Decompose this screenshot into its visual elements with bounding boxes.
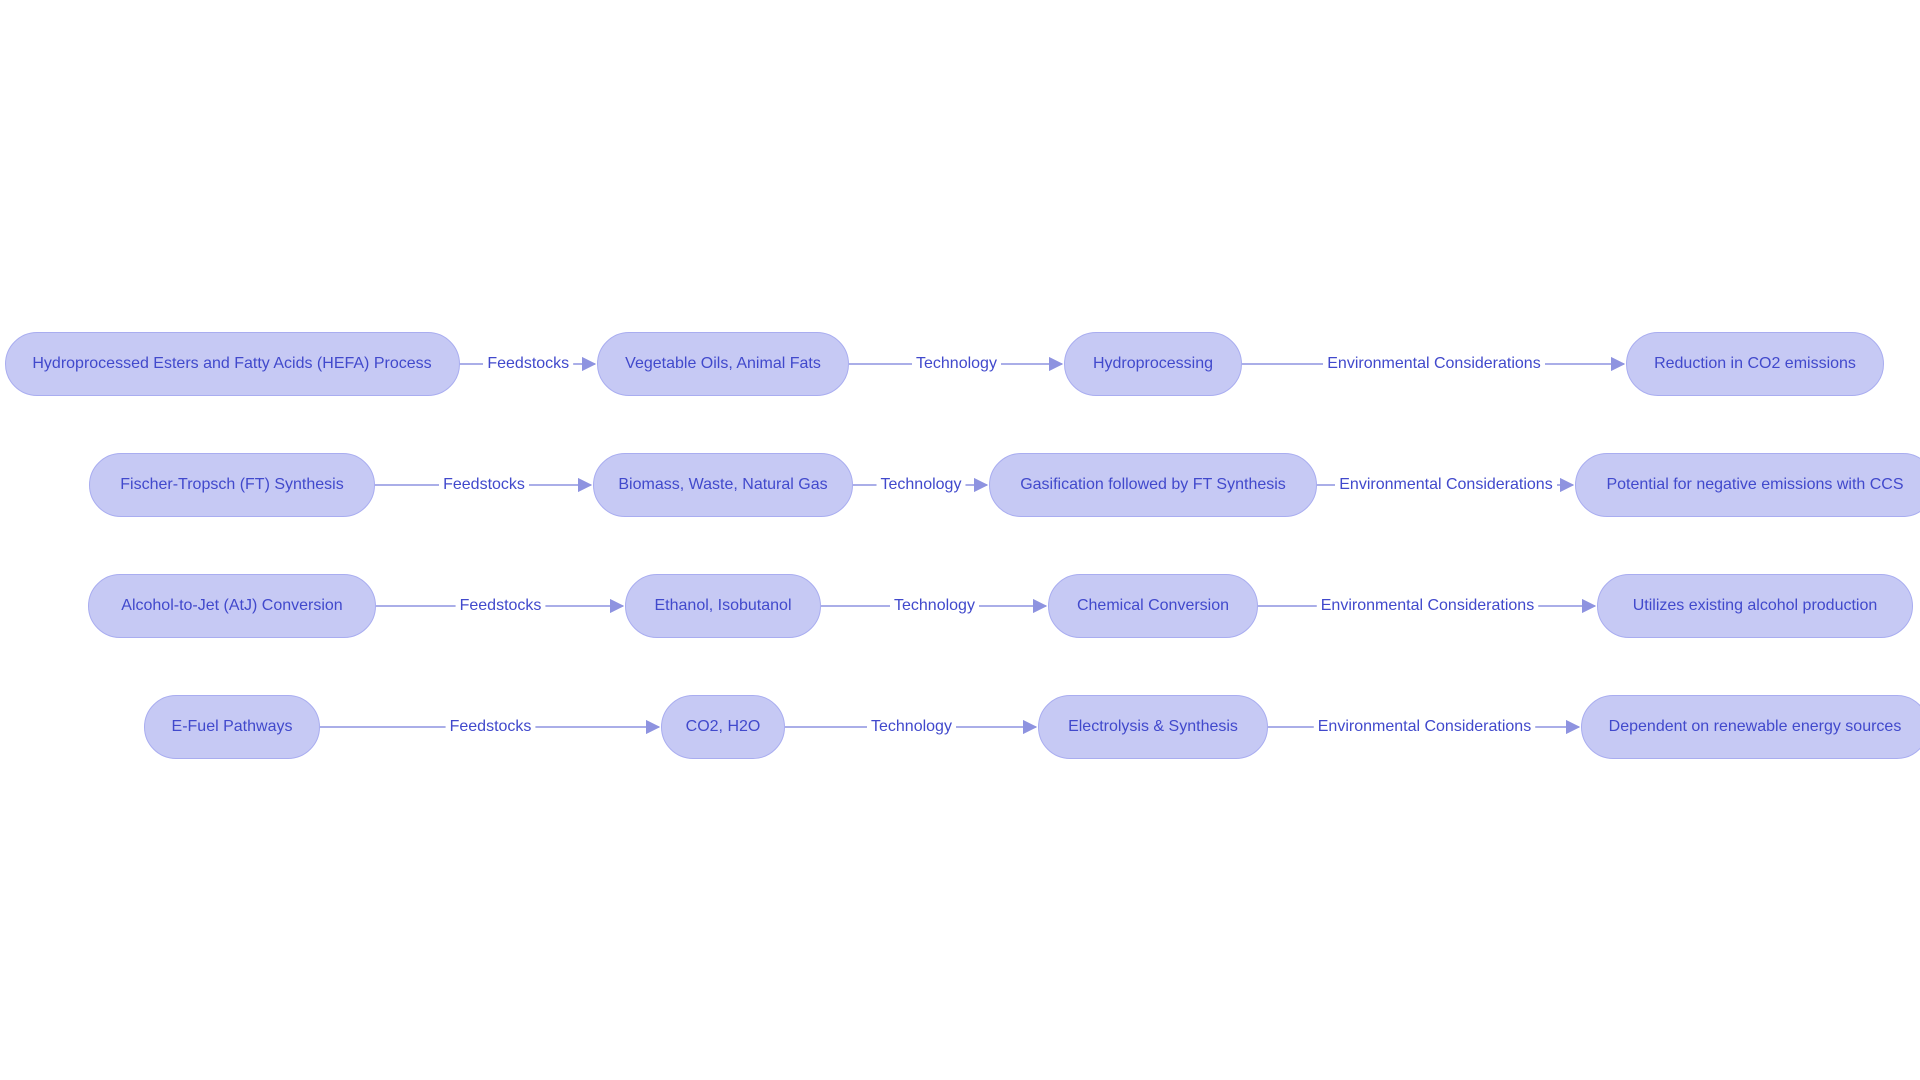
edge-label-text: Feedstocks	[443, 476, 525, 494]
flow-node: Dependent on renewable energy sources	[1581, 695, 1920, 759]
flow-node: CO2, H2O	[661, 695, 785, 759]
edge-label: Feedstocks	[483, 348, 573, 380]
flow-node-label: Hydroprocessing	[1093, 355, 1213, 373]
edge-label: Environmental Considerations	[1335, 469, 1556, 501]
flow-node: Biomass, Waste, Natural Gas	[593, 453, 853, 517]
edge-label-text: Feedstocks	[460, 597, 542, 615]
flow-node-label: Electrolysis & Synthesis	[1068, 718, 1238, 736]
flow-node: Potential for negative emissions with CC…	[1575, 453, 1920, 517]
flow-node-label: Chemical Conversion	[1077, 597, 1229, 615]
edge-label: Feedstocks	[446, 711, 536, 743]
edge-label: Environmental Considerations	[1314, 711, 1535, 743]
diagram-canvas: Hydroprocessed Esters and Fatty Acids (H…	[0, 0, 1920, 1080]
flow-node: Fischer-Tropsch (FT) Synthesis	[89, 453, 375, 517]
flow-node-label: Hydroprocessed Esters and Fatty Acids (H…	[32, 355, 431, 373]
flow-node-label: Vegetable Oils, Animal Fats	[625, 355, 821, 373]
flow-node: Hydroprocessed Esters and Fatty Acids (H…	[5, 332, 460, 396]
flow-node-label: Gasification followed by FT Synthesis	[1020, 476, 1286, 494]
edge-label-text: Environmental Considerations	[1327, 355, 1540, 373]
edge-label: Feedstocks	[439, 469, 529, 501]
edge-label: Technology	[890, 590, 979, 622]
flow-node-label: CO2, H2O	[686, 718, 761, 736]
edge-label-text: Technology	[894, 597, 975, 615]
edge-label: Technology	[867, 711, 956, 743]
edge-label-text: Feedstocks	[487, 355, 569, 373]
flow-node: Hydroprocessing	[1064, 332, 1242, 396]
edge-label: Technology	[877, 469, 966, 501]
edge-label-text: Environmental Considerations	[1318, 718, 1531, 736]
flow-node-label: Utilizes existing alcohol production	[1633, 597, 1878, 615]
flow-node: Ethanol, Isobutanol	[625, 574, 821, 638]
flow-node: Chemical Conversion	[1048, 574, 1258, 638]
flow-node-label: Dependent on renewable energy sources	[1609, 718, 1902, 736]
flow-node: Electrolysis & Synthesis	[1038, 695, 1268, 759]
edge-label-text: Environmental Considerations	[1321, 597, 1534, 615]
edge-label-text: Technology	[881, 476, 962, 494]
edge-label: Environmental Considerations	[1323, 348, 1544, 380]
edge-label-text: Feedstocks	[450, 718, 532, 736]
edge-label-text: Technology	[916, 355, 997, 373]
edge-label-text: Environmental Considerations	[1339, 476, 1552, 494]
edges-layer	[0, 0, 1920, 1080]
edge-label: Technology	[912, 348, 1001, 380]
edge-label: Feedstocks	[456, 590, 546, 622]
edge-label: Environmental Considerations	[1317, 590, 1538, 622]
flow-node: Gasification followed by FT Synthesis	[989, 453, 1317, 517]
flow-node: Reduction in CO2 emissions	[1626, 332, 1884, 396]
flow-node-label: Alcohol-to-Jet (AtJ) Conversion	[121, 597, 342, 615]
edge-lines-group	[320, 364, 1624, 727]
flow-node-label: E-Fuel Pathways	[172, 718, 293, 736]
flow-node-label: Potential for negative emissions with CC…	[1606, 476, 1903, 494]
flow-node: E-Fuel Pathways	[144, 695, 320, 759]
flow-node: Utilizes existing alcohol production	[1597, 574, 1913, 638]
flow-node-label: Ethanol, Isobutanol	[655, 597, 792, 615]
flow-node: Alcohol-to-Jet (AtJ) Conversion	[88, 574, 376, 638]
edge-label-text: Technology	[871, 718, 952, 736]
flow-node-label: Fischer-Tropsch (FT) Synthesis	[120, 476, 343, 494]
flow-node-label: Biomass, Waste, Natural Gas	[618, 476, 827, 494]
flow-node-label: Reduction in CO2 emissions	[1654, 355, 1856, 373]
flow-node: Vegetable Oils, Animal Fats	[597, 332, 849, 396]
